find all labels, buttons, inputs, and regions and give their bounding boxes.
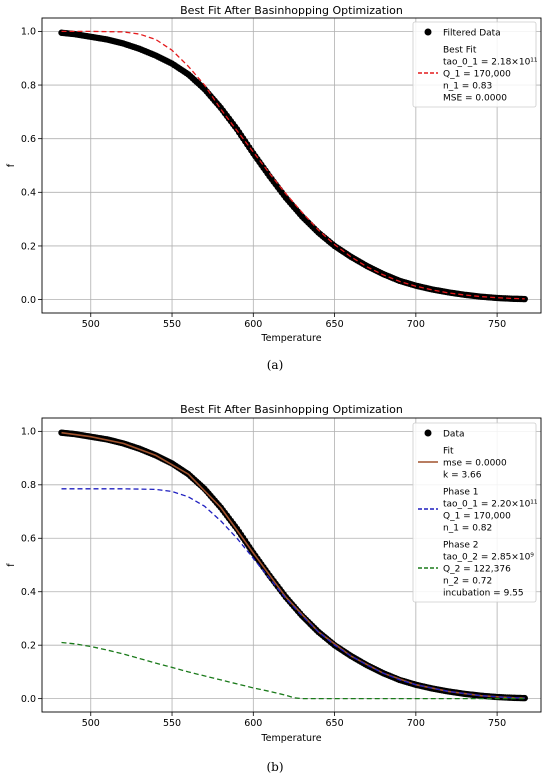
x-axis-label: Temperature [260,733,321,744]
legend-text: tao_0_1 = 2.18×10¹¹ [443,58,538,68]
plot-frame [41,417,542,713]
legend-text: Data [443,430,465,440]
data-point [521,295,528,303]
series-line [61,30,525,300]
ticks: 500 550 600 650 700 750 0.0 0.2 0.4 0.6 0.8 1.0 [21,427,506,729]
y-tick-label: 1.0 [21,27,36,38]
y-tick-label: 1.0 [21,427,36,438]
y-tick-label: 0.8 [21,480,36,491]
chart-title: Best Fit After Basinhopping Optimization [180,403,403,416]
x-tick-label: 600 [244,718,262,729]
legend-text: n_2 = 0.72 [443,577,492,587]
y-tick-label: 0.4 [21,587,36,598]
legend-text: Phase 2 [443,541,478,551]
legend-text: Best Fit [443,46,477,56]
legend-text: MSE = 0.0000 [443,94,507,104]
legend-text: Phase 1 [443,488,478,498]
series-group [58,429,528,702]
legend-text: Fit [443,447,454,457]
chart-panel-a: Best Fit After Basinhopping Optimization… [6,4,542,372]
legend-text: tao_0_2 = 2.85×10⁹ [443,553,534,563]
chart-panel-b: Best Fit After Basinhopping Optimization… [6,403,542,774]
series-phase-2 [61,641,525,700]
x-tick-label: 750 [488,319,506,330]
data-point [521,694,528,702]
legend: Data Fit mse = 0.0000 k = 3.66 Phase 1 tao_0_… [412,422,538,603]
series-phase-1 [61,488,525,699]
x-tick-label: 500 [82,718,100,729]
legend-entry-best-fit: Best Fit tao_0_1 = 2.18×10¹¹ Q_1 = 170,000… [418,46,538,104]
plot-frame [41,17,542,314]
series-group [58,29,528,303]
x-tick-label: 500 [82,319,100,330]
x-tick-label: 550 [163,718,181,729]
series-best-fit [61,30,525,300]
series-line [61,488,525,699]
x-tick-label: 650 [326,319,344,330]
panel-caption: (b) [266,760,283,774]
y-axis-label: f [6,563,17,567]
y-tick-label: 0.2 [21,241,36,252]
y-tick-label: 0.0 [21,295,36,306]
legend-entry-phase-2: Phase 2 tao_0_2 = 2.85×10⁹ Q_2 = 122,376 n_… [418,541,534,599]
x-axis-label: Temperature [260,333,321,344]
legend-box [412,21,537,108]
legend-text: incubation = 9.55 [443,589,524,599]
legend-text: Filtered Data [443,29,501,39]
x-tick-label: 700 [407,319,425,330]
legend-text: n_1 = 0.83 [443,82,492,92]
legend-box [412,422,537,603]
y-axis-label: f [6,163,17,167]
legend-text: k = 3.66 [443,471,482,481]
x-tick-label: 750 [488,718,506,729]
x-tick-label: 650 [326,718,344,729]
legend-entry-phase-1: Phase 1 tao_0_1 = 2.20×10¹¹ Q_1 = 170,000 n… [418,488,538,534]
y-tick-label: 0.4 [21,188,36,199]
legend-text: mse = 0.0000 [443,459,507,469]
x-tick-label: 600 [244,319,262,330]
series-filtered-data [58,29,528,303]
legend-text: Q_2 = 122,376 [443,565,511,575]
y-tick-label: 0.6 [21,134,36,145]
legend-marker [424,28,432,36]
x-tick-label: 550 [163,319,181,330]
legend: Filtered Data Best Fit tao_0_1 = 2.18×10¹¹… [412,21,538,108]
legend-entry-filtered-data: Filtered Data [424,28,501,39]
series-line [61,431,525,699]
x-tick-label: 700 [407,718,425,729]
panel-caption: (a) [267,358,284,372]
y-tick-label: 0.0 [21,694,36,705]
ticks: 500 550 600 650 700 750 0.0 0.2 0.4 0.6 0.8 1.0 [21,27,506,330]
legend-text: Q_1 = 170,000 [443,512,511,522]
y-tick-label: 0.6 [21,534,36,545]
legend-marker [424,429,432,437]
legend-text: Q_1 = 170,000 [443,70,511,80]
series-fit [61,431,525,699]
series-line [61,641,525,700]
y-tick-label: 0.8 [21,80,36,91]
chart-title: Best Fit After Basinhopping Optimization [180,4,403,17]
legend-entry-data: Data [424,429,465,440]
legend-text: tao_0_1 = 2.20×10¹¹ [443,500,538,510]
legend-entry-fit: Fit mse = 0.0000 k = 3.66 [418,447,507,481]
y-tick-label: 0.2 [21,640,36,651]
legend-text: n_1 = 0.82 [443,524,492,534]
